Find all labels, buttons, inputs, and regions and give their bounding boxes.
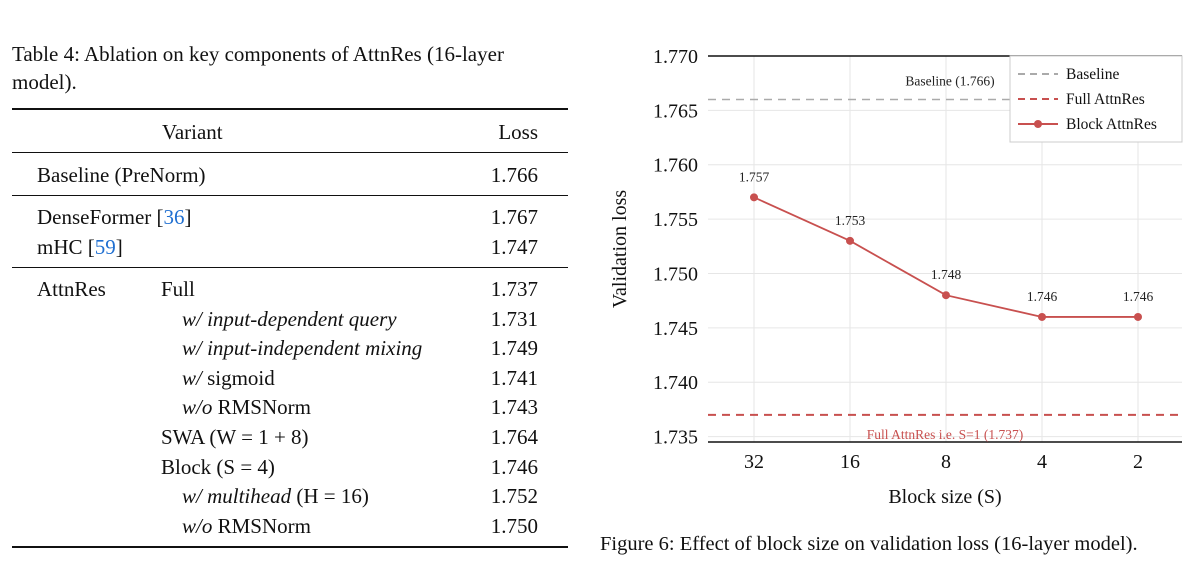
loss-value: 1.766: [490, 163, 538, 187]
loss-value: 1.746: [490, 454, 538, 479]
x-tick-label: 16: [840, 451, 860, 473]
y-tick-label: 1.755: [653, 209, 698, 231]
variant-label: Full: [161, 277, 195, 301]
header-variant: Variant: [162, 120, 223, 144]
table-rule: [12, 546, 568, 548]
variant-modifier: w/o: [182, 395, 213, 420]
citation-link[interactable]: 36: [163, 205, 185, 229]
variant-label: w/o RMSNorm: [182, 513, 311, 538]
table-rule: [12, 267, 568, 268]
variant-label: w/ input-dependent query: [182, 307, 397, 331]
header-loss: Loss: [498, 120, 538, 144]
variant-label: Baseline (PreNorm): [37, 163, 206, 187]
data-point: [1134, 312, 1142, 321]
variant-label: mHC [59]: [37, 234, 123, 259]
variant-modifier: w/: [182, 365, 202, 390]
x-tick-label: 32: [744, 451, 764, 473]
table-panel: Table 4: Ablation on key components of A…: [12, 0, 572, 581]
loss-value: 1.767: [490, 205, 538, 229]
y-tick-label: 1.760: [653, 155, 698, 177]
table-rule: [12, 108, 568, 110]
loss-value: 1.741: [490, 365, 538, 390]
loss-value: 1.750: [490, 513, 538, 538]
variant-label: w/o RMSNorm: [182, 395, 311, 420]
block-size-chart: 1.735 1.740 1.745 1.750 1.755 1.760 1.765 1.770…: [609, 46, 1183, 508]
variant-label: w/ multihead (H = 16): [182, 484, 369, 509]
y-tick-label: 1.750: [653, 263, 698, 285]
y-axis-label: Validation loss: [609, 190, 631, 309]
variant-label: w/ sigmoid: [182, 365, 275, 390]
x-tick-label: 8: [941, 451, 951, 473]
data-label: 1.746: [1123, 289, 1154, 304]
table-caption: Table 4: Ablation on key components of A…: [12, 42, 504, 94]
data-label: 1.757: [739, 169, 770, 184]
loss-value: 1.743: [490, 395, 538, 420]
group-label: AttnRes: [37, 277, 106, 301]
variant-label: w/ input-independent mixing: [182, 336, 422, 360]
y-tick-label: 1.770: [653, 46, 698, 68]
data-point: [750, 193, 758, 202]
variant-modifier: w/ input-dependent query: [182, 306, 397, 331]
data-point: [1038, 312, 1046, 321]
data-label: 1.753: [835, 213, 866, 228]
y-tick-label: 1.745: [653, 318, 698, 340]
figure-panel: 1.735 1.740 1.745 1.750 1.755 1.760 1.765 1.770…: [590, 0, 1203, 581]
data-label: 1.746: [1027, 289, 1058, 304]
data-point: [942, 291, 950, 300]
legend-label: Full AttnRes: [1066, 91, 1145, 108]
figure-caption: Figure 6: Effect of block size on valida…: [600, 533, 1138, 555]
citation-link[interactable]: 59: [94, 234, 116, 259]
legend-label: Baseline: [1066, 66, 1119, 83]
table-rule: [12, 195, 568, 196]
loss-value: 1.737: [490, 277, 538, 301]
y-tick-label: 1.740: [653, 372, 698, 394]
x-tick-label: 4: [1037, 451, 1047, 473]
loss-value: 1.764: [490, 425, 538, 449]
loss-value: 1.747: [490, 234, 538, 259]
y-tick-label: 1.765: [653, 100, 698, 122]
variant-label: Block (S = 4): [161, 454, 275, 479]
y-tick-label: 1.735: [653, 427, 698, 449]
variant-modifier: w/ input-independent mixing: [182, 336, 423, 361]
legend-label: Block AttnRes: [1066, 116, 1157, 133]
x-axis-label: Block size (S): [888, 486, 1001, 508]
variant-label: DenseFormer [36]: [37, 205, 192, 229]
baseline-annotation: Baseline (1.766): [905, 73, 994, 88]
data-label: 1.748: [931, 267, 962, 282]
loss-value: 1.749: [490, 336, 538, 361]
legend-marker: [1034, 120, 1042, 128]
x-tick-label: 2: [1133, 451, 1143, 473]
variant-modifier: w/ multihead: [182, 484, 292, 509]
loss-value: 1.752: [490, 484, 538, 509]
table-rule: [12, 152, 568, 153]
data-point: [846, 236, 854, 245]
variant-label: SWA (W = 1 + 8): [161, 425, 309, 449]
variant-modifier: w/o: [182, 513, 213, 538]
full-attnres-annotation: Full AttnRes i.e. S=1 (1.737): [867, 427, 1024, 442]
loss-value: 1.731: [490, 306, 538, 331]
